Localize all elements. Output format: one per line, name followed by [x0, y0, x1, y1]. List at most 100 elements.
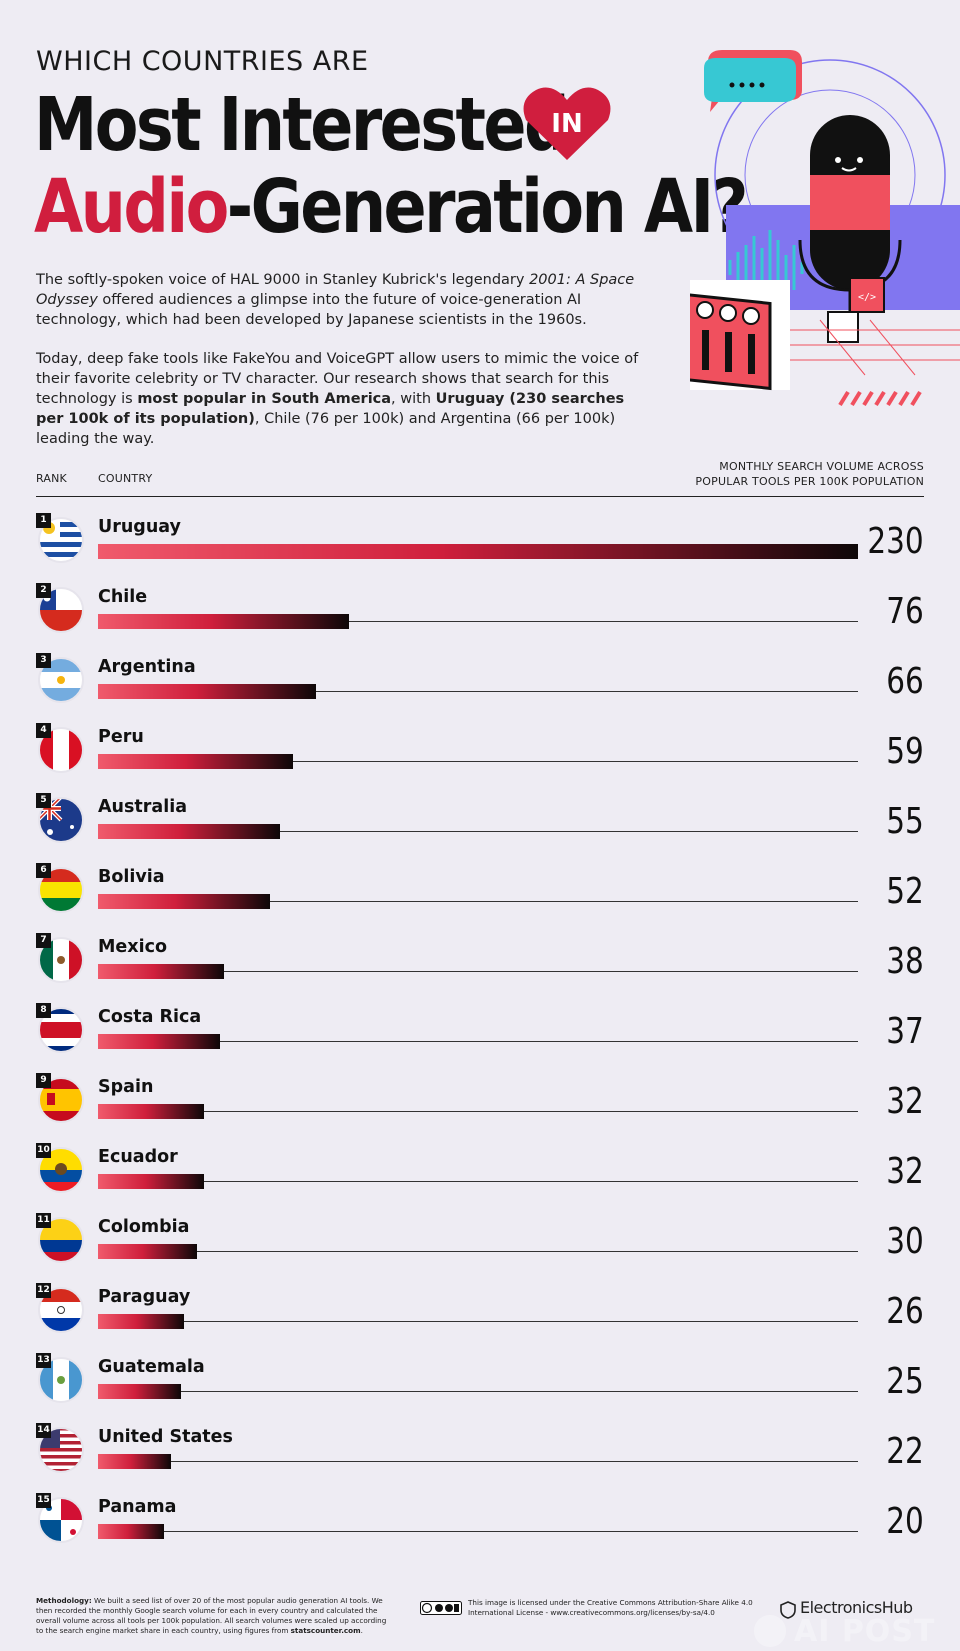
bar-track-line: [98, 901, 858, 902]
country-label: Paraguay: [98, 1287, 191, 1307]
bar-mark: [98, 1034, 221, 1049]
rank-badge: 1: [36, 513, 51, 528]
value-label: 37: [886, 1011, 924, 1052]
watermark-text: AI POST: [794, 1614, 936, 1649]
table-row: 15 Panama 20: [0, 1485, 960, 1555]
table-row: 10 Ecuador 32: [0, 1135, 960, 1205]
bar-mark: [98, 544, 858, 559]
methodology-label: Methodology:: [36, 1596, 92, 1605]
country-label: Spain: [98, 1077, 154, 1097]
table-row: 6 Bolivia 52: [0, 855, 960, 925]
cc-by-sa-icon: [420, 1601, 462, 1615]
guatemala-flag: [38, 1357, 84, 1403]
bar-mark: [98, 1384, 181, 1399]
bar-mark: [98, 964, 224, 979]
main-title-line2: Audio-Generation AI?: [34, 170, 749, 244]
table-row: 5 Australia 55: [0, 785, 960, 855]
bar-mark: [98, 684, 317, 699]
intro-paragraph-2: Today, deep fake tools like FakeYou and …: [36, 351, 639, 447]
value-label: 230: [867, 521, 924, 562]
bar-track-line: [98, 1111, 858, 1112]
value-label: 76: [886, 591, 924, 632]
table-row: 14 United States 22: [0, 1415, 960, 1485]
mexico-flag: [38, 937, 84, 983]
in-badge-text: IN: [551, 109, 582, 139]
value-label: 55: [886, 801, 924, 842]
rank-badge: 10: [36, 1143, 51, 1158]
bar-mark: [98, 824, 280, 839]
intro-paragraph-1: The softly-spoken voice of HAL 9000 in S…: [36, 272, 635, 328]
value-label: 25: [886, 1361, 924, 1402]
country-label: Costa Rica: [98, 1007, 202, 1027]
rank-badge: 14: [36, 1423, 51, 1438]
spain-flag: [38, 1077, 84, 1123]
svg-text:</>: </>: [858, 292, 876, 303]
bar-track-line: [98, 621, 858, 622]
methodology-note: Methodology: We built a seed list of ove…: [36, 1596, 387, 1635]
value-label: 59: [886, 731, 924, 772]
bar-mark: [98, 1174, 204, 1189]
brand-logo: ElectronicsHub: [800, 1598, 913, 1617]
header-divider: [36, 496, 924, 497]
main-title-line1: Most Interested: [34, 82, 570, 168]
metric-header-line1: MONTHLY SEARCH VOLUME ACROSS: [719, 460, 924, 473]
country-label: Mexico: [98, 937, 167, 957]
bar-track-line: [98, 1531, 858, 1532]
rank-column-header: RANK: [36, 472, 67, 485]
bar-track-line: [98, 971, 858, 972]
robot-microphone-illustration: </>: [690, 50, 960, 407]
table-row: 1 Uruguay 230: [0, 505, 960, 575]
rank-badge: 7: [36, 933, 51, 948]
ecuador-flag: [38, 1147, 84, 1193]
country-label: United States: [98, 1427, 233, 1447]
colombia-flag: [38, 1217, 84, 1263]
costa-rica-flag: [38, 1007, 84, 1053]
rank-badge: 11: [36, 1213, 51, 1228]
bar-mark: [98, 1244, 198, 1259]
country-label: Peru: [98, 727, 144, 747]
film-title: 2001: A Space Odyssey: [36, 272, 635, 308]
value-label: 32: [886, 1151, 924, 1192]
value-label: 66: [886, 661, 924, 702]
country-label: Bolivia: [98, 867, 165, 887]
country-label: Ecuador: [98, 1147, 178, 1167]
bar-mark: [98, 754, 293, 769]
bar-mark: [98, 1454, 171, 1469]
bar-track-line: [98, 1391, 858, 1392]
country-label: Argentina: [98, 657, 196, 677]
bar-track-line: [98, 1041, 858, 1042]
rank-badge: 8: [36, 1003, 51, 1018]
table-row: 4 Peru 59: [0, 715, 960, 785]
table-row: 12 Paraguay 26: [0, 1275, 960, 1345]
kicker-title: WHICH COUNTRIES ARE: [36, 46, 369, 77]
title-accent-word: Audio: [34, 164, 229, 250]
value-label: 38: [886, 941, 924, 982]
country-label: Colombia: [98, 1217, 190, 1237]
watermark-logo-icon: [754, 1615, 786, 1647]
table-row: 7 Mexico 38: [0, 925, 960, 995]
country-label: Chile: [98, 587, 148, 607]
rank-badge: 6: [36, 863, 51, 878]
metric-header-line2: POPULAR TOOLS PER 100K POPULATION: [695, 475, 924, 488]
country-label: Guatemala: [98, 1357, 205, 1377]
rank-badge: 12: [36, 1283, 51, 1298]
table-row: 3 Argentina 66: [0, 645, 960, 715]
shield-icon: [780, 1601, 796, 1619]
in-heart-badge: IN: [523, 87, 611, 160]
value-label: 22: [886, 1431, 924, 1472]
value-label: 20: [886, 1501, 924, 1542]
bar-track-line: [98, 1251, 858, 1252]
bar-track-line: [98, 831, 858, 832]
bar-mark: [98, 894, 270, 909]
rank-badge: 3: [36, 653, 51, 668]
bar-track-line: [98, 1321, 858, 1322]
table-row: 2 Chile 76: [0, 575, 960, 645]
rank-badge: 13: [36, 1353, 51, 1368]
metric-column-header: MONTHLY SEARCH VOLUME ACROSS POPULAR TOO…: [664, 459, 924, 489]
rank-badge: 4: [36, 723, 51, 738]
license-note: This image is licensed under the Creativ…: [468, 1598, 753, 1617]
bar-track-line: [98, 761, 858, 762]
rank-badge: 15: [36, 1493, 51, 1508]
rank-badge: 2: [36, 583, 51, 598]
title-rest: -Generation AI?: [226, 164, 749, 250]
